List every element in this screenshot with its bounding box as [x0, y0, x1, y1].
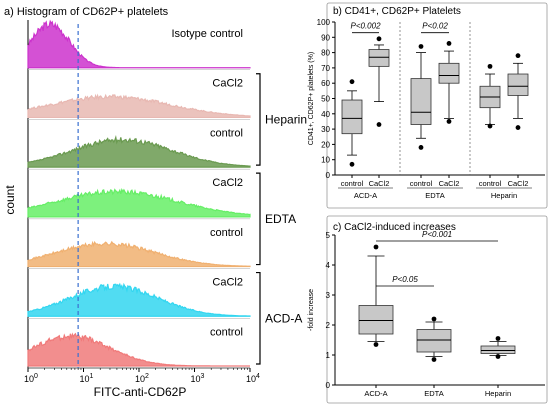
- group-label: ACD-A: [354, 191, 377, 200]
- outlier-point: [487, 63, 493, 69]
- box: [341, 99, 363, 135]
- box: [416, 329, 452, 353]
- outlier-point: [349, 79, 355, 85]
- significance-label: P<0.05: [392, 275, 418, 284]
- y-tick-label: 50: [321, 95, 330, 104]
- y-tick-label: 3: [326, 291, 331, 300]
- x-tick-label: ACD-A: [364, 389, 387, 398]
- group-label: ACD-A: [265, 311, 302, 325]
- outlier-point: [446, 119, 452, 124]
- group-bracket: [256, 73, 261, 166]
- y-tick-label: 20: [321, 140, 330, 149]
- histogram-area: [27, 187, 251, 218]
- panel-a-title: a) Histogram of CD62P+ platelets: [4, 6, 169, 18]
- panel-border: [326, 2, 548, 209]
- panel-border: [326, 215, 548, 404]
- track-label: CaCl2: [212, 177, 243, 189]
- box: [368, 49, 390, 67]
- group-bracket: [256, 271, 261, 365]
- outlier-point: [373, 342, 379, 347]
- histogram-area: [27, 93, 251, 119]
- panel-title: c) CaCl2-induced increases: [333, 222, 456, 233]
- outlier-point: [431, 316, 437, 322]
- y-tick-label: 100: [317, 18, 331, 27]
- y-axis-label: CD41+, CD62P+ platelets (%): [308, 52, 315, 145]
- track-label: control: [210, 127, 243, 139]
- track-label: Isotype control: [171, 28, 243, 40]
- panel-title: b) CD41+, CD62P+ Platelets: [333, 6, 461, 17]
- histogram-area: [27, 282, 251, 317]
- y-axis-label: -fold increase: [308, 289, 315, 331]
- outlier-point: [418, 44, 424, 49]
- y-tick-label: 2: [326, 321, 331, 330]
- x-tick-label: CaCl2: [508, 179, 529, 188]
- outlier-point: [376, 36, 382, 42]
- group-label: EDTA: [265, 212, 296, 226]
- y-tick-label: 0: [326, 171, 331, 180]
- track-label: control: [210, 227, 243, 239]
- y-tick-label: 30: [321, 125, 330, 134]
- y-axis-label: count: [3, 185, 17, 215]
- y-tick-label: 60: [321, 79, 330, 88]
- x-tick-label: CaCl2: [439, 179, 460, 188]
- track-label: control: [210, 326, 243, 338]
- group-bracket: [256, 172, 261, 266]
- significance-label: P<0.001: [422, 230, 452, 239]
- boxplot-panel-b: b) CD41+, CD62P+ Platelets 0 10 20 30 40 50 60 7…: [308, 2, 548, 209]
- track-label: CaCl2: [212, 78, 243, 90]
- y-tick-label: 4: [326, 261, 331, 270]
- boxplot-panel-c: c) CaCl2-induced increases 0 1 2 3 4 5 -fold in…: [308, 215, 548, 404]
- x-tick-label: Heparin: [485, 389, 511, 398]
- significance-label: P<0.002: [350, 22, 381, 31]
- group-label: Heparin: [491, 191, 517, 200]
- box: [438, 62, 460, 84]
- box: [480, 345, 516, 354]
- outlier-point: [515, 53, 521, 59]
- outlier-point: [373, 244, 379, 250]
- box: [410, 78, 432, 125]
- y-tick-label: 70: [321, 64, 330, 73]
- outlier-point: [515, 125, 521, 130]
- outlier-point: [487, 123, 493, 129]
- outlier-point: [349, 161, 355, 167]
- outlier-point: [376, 122, 382, 127]
- outlier-point: [431, 357, 437, 362]
- y-tick-label: 5: [326, 231, 331, 240]
- x-tick-label: EDTA: [424, 389, 443, 398]
- y-tick-label: 1: [326, 351, 331, 360]
- x-tick-label: CaCl2: [369, 179, 390, 188]
- significance-label: P<0.02: [422, 22, 448, 31]
- x-tick-label: 104: [246, 373, 260, 384]
- outlier-point: [418, 145, 424, 150]
- histogram-area: [27, 240, 251, 268]
- y-tick-label: 10: [321, 156, 330, 165]
- y-tick-label: 90: [321, 33, 330, 42]
- x-tick-label: 100: [24, 373, 38, 384]
- histogram-area: [27, 19, 251, 69]
- histogram-area: [27, 134, 251, 168]
- histogram-area: [27, 332, 250, 367]
- box: [358, 305, 394, 335]
- x-tick-label: control: [341, 179, 364, 188]
- x-tick-label: 103: [191, 373, 205, 384]
- y-tick-label: 80: [321, 49, 330, 58]
- outlier-point: [446, 41, 452, 46]
- box: [507, 73, 529, 96]
- histogram-panel: a) Histogram of CD62P+ plateletsIsotype …: [3, 6, 307, 399]
- track-label: CaCl2: [212, 277, 243, 289]
- group-label: EDTA: [425, 191, 444, 200]
- group-label: Heparin: [265, 112, 307, 126]
- outlier-point: [495, 354, 501, 359]
- x-tick-label: control: [410, 179, 433, 188]
- x-axis-label: FITC-anti-CD62P: [94, 385, 187, 399]
- y-tick-label: 40: [321, 110, 330, 119]
- x-tick-label: 101: [80, 373, 94, 384]
- y-tick-label: 0: [326, 381, 331, 390]
- x-tick-label: control: [479, 179, 502, 188]
- outlier-point: [495, 336, 501, 341]
- x-tick-label: 102: [135, 373, 149, 384]
